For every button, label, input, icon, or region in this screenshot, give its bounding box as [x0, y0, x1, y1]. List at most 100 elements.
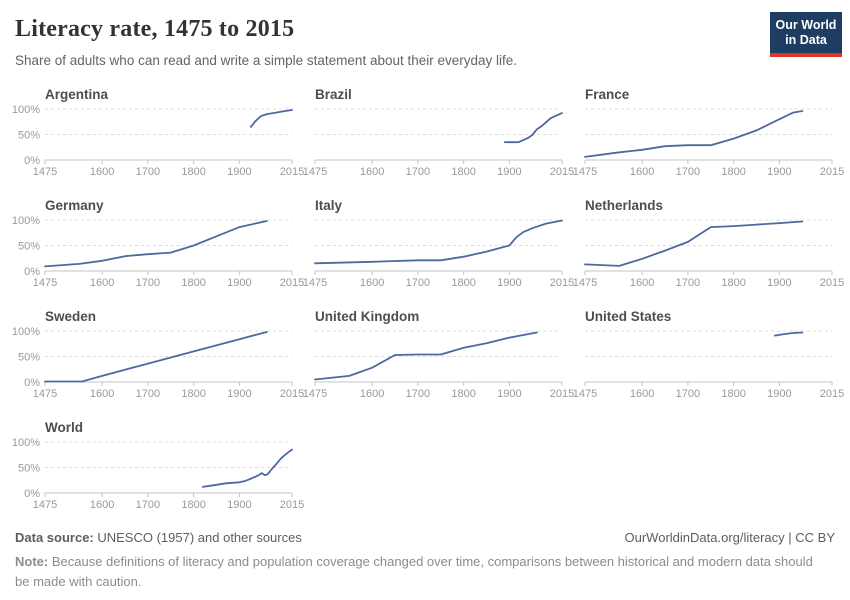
- x-tick-label: 1800: [181, 166, 205, 178]
- chart-svg-france: France 1475 1600 1700 1800 1900 2015: [573, 87, 844, 178]
- chart-svg-united-states: United States 1475 1600 1700 1800 1900 2015: [573, 309, 844, 400]
- x-tick-label: 1600: [630, 277, 654, 289]
- footnote: Note: Because definitions of literacy an…: [15, 552, 830, 591]
- y-tick-label: 0%: [24, 155, 40, 167]
- x-tick-label: 1900: [767, 277, 791, 289]
- x-tick-label: 2015: [550, 166, 574, 178]
- x-tick-label: 1600: [90, 388, 114, 400]
- chart-title: Italy: [315, 198, 343, 213]
- x-tick-label: 1900: [767, 388, 791, 400]
- x-tick-label: 1900: [227, 277, 251, 289]
- x-tick-label: 2015: [550, 277, 574, 289]
- x-tick-label: 1600: [90, 499, 114, 511]
- literacy-line: [773, 331, 804, 337]
- chart-title: World: [45, 420, 83, 435]
- literacy-line: [249, 109, 293, 128]
- chart-panel-sweden: Sweden 100% 50% 0% 1475 1600 1700 1800 1900 2015: [0, 305, 304, 405]
- x-tick-label: 1700: [406, 277, 430, 289]
- chart-panel-united-states: United States 1475 1600 1700 1800 1900 2015: [540, 305, 844, 405]
- small-multiples-grid: Argentina 100% 50% 0% 1475 1600 1700 1800 1900 20…: [0, 83, 850, 527]
- x-tick-label: 2015: [280, 499, 304, 511]
- x-tick-label: 1700: [136, 277, 160, 289]
- x-tick-label: 1700: [676, 388, 700, 400]
- data-source: Data source: UNESCO (1957) and other sou…: [15, 530, 302, 545]
- x-tick-label: 1700: [676, 277, 700, 289]
- footnote-label: Note:: [15, 554, 49, 569]
- x-tick-label: 1900: [497, 388, 521, 400]
- y-tick-label: 50%: [18, 130, 40, 142]
- chart-panel-united-kingdom: United Kingdom 1475 1600 1700 1800 1900 2015: [270, 305, 574, 405]
- x-tick-label: 1700: [676, 166, 700, 178]
- x-tick-label: 1700: [136, 166, 160, 178]
- y-tick-label: 100%: [12, 104, 40, 116]
- owid-license-link[interactable]: OurWorldinData.org/literacy | CC BY: [624, 530, 835, 545]
- chart-panel-netherlands: Netherlands 1475 1600 1700 1800 1900 2015: [540, 194, 844, 294]
- y-tick-label: 100%: [12, 326, 40, 338]
- x-tick-label: 2015: [280, 166, 304, 178]
- x-tick-label: 1475: [303, 277, 327, 289]
- y-tick-label: 100%: [12, 215, 40, 227]
- literacy-line: [44, 220, 268, 268]
- chart-panel-world: World 100% 50% 0% 1475 1600 1700 1800 1900 2015: [0, 416, 304, 516]
- x-tick-label: 1700: [406, 388, 430, 400]
- chart-title: Sweden: [45, 309, 96, 324]
- x-tick-label: 1475: [33, 166, 57, 178]
- x-tick-label: 1900: [227, 499, 251, 511]
- chart-panel-argentina: Argentina 100% 50% 0% 1475 1600 1700 1800 1900 20…: [0, 83, 304, 183]
- x-tick-label: 1800: [451, 166, 475, 178]
- x-tick-label: 1700: [406, 166, 430, 178]
- data-source-label: Data source:: [15, 530, 94, 545]
- page-subtitle: Share of adults who can read and write a…: [15, 53, 518, 68]
- chart-title: Brazil: [315, 87, 352, 102]
- owid-logo-line2: in Data: [785, 33, 827, 47]
- x-tick-label: 1700: [136, 388, 160, 400]
- footnote-text: Because definitions of literacy and popu…: [15, 554, 813, 589]
- x-tick-label: 1600: [90, 166, 114, 178]
- chart-title: France: [585, 87, 630, 102]
- x-tick-label: 1800: [721, 388, 745, 400]
- x-tick-label: 1700: [136, 499, 160, 511]
- x-tick-label: 1600: [360, 388, 384, 400]
- y-tick-label: 0%: [24, 488, 40, 500]
- chart-panel-germany: Germany 100% 50% 0% 1475 1600 1700 1800 1900 2015: [0, 194, 304, 294]
- chart-title: Germany: [45, 198, 104, 213]
- x-tick-label: 2015: [550, 388, 574, 400]
- literacy-line: [584, 220, 804, 267]
- x-tick-label: 1800: [451, 277, 475, 289]
- y-tick-label: 0%: [24, 377, 40, 389]
- x-tick-label: 1900: [227, 166, 251, 178]
- x-tick-label: 2015: [820, 166, 844, 178]
- owid-logo[interactable]: Our World in Data: [770, 12, 842, 57]
- chart-svg-germany: Germany 100% 50% 0%1475 1600 1700 1800 1900 2015: [12, 198, 304, 289]
- page-title: Literacy rate, 1475 to 2015: [15, 16, 295, 42]
- chart-title: Argentina: [45, 87, 108, 102]
- x-tick-label: 2015: [820, 277, 844, 289]
- chart-panel-italy: Italy 1475 1600 1700 1800 1900 2015: [270, 194, 574, 294]
- source-row: Data source: UNESCO (1957) and other sou…: [15, 530, 835, 545]
- literacy-line: [584, 110, 804, 158]
- x-tick-label: 1475: [573, 166, 597, 178]
- x-tick-label: 1900: [767, 166, 791, 178]
- literacy-line: [314, 331, 538, 381]
- y-tick-label: 50%: [18, 241, 40, 253]
- chart-title: United Kingdom: [315, 309, 419, 324]
- chart-svg-world: World 100% 50% 0%1475 1600 1700 1800 1900 2015: [12, 420, 304, 511]
- x-tick-label: 1475: [303, 166, 327, 178]
- chart-svg-argentina: Argentina 100% 50% 0%1475 1600 1700 1800 1900 20…: [12, 87, 304, 178]
- x-tick-label: 1600: [90, 277, 114, 289]
- chart-svg-italy: Italy 1475 1600 1700 1800 1900 2015: [303, 198, 574, 289]
- chart-title: Netherlands: [585, 198, 663, 213]
- literacy-line: [201, 448, 293, 488]
- literacy-line: [44, 331, 268, 383]
- x-tick-label: 1800: [451, 388, 475, 400]
- y-tick-label: 0%: [24, 266, 40, 278]
- chart-panel-brazil: Brazil 1475 1600 1700 1800 1900 2015: [270, 83, 574, 183]
- x-tick-label: 1600: [360, 277, 384, 289]
- x-tick-label: 1600: [630, 388, 654, 400]
- x-tick-label: 1900: [497, 166, 521, 178]
- literacy-line: [503, 112, 563, 144]
- x-tick-label: 1900: [227, 388, 251, 400]
- x-tick-label: 1475: [33, 277, 57, 289]
- y-tick-label: 50%: [18, 352, 40, 364]
